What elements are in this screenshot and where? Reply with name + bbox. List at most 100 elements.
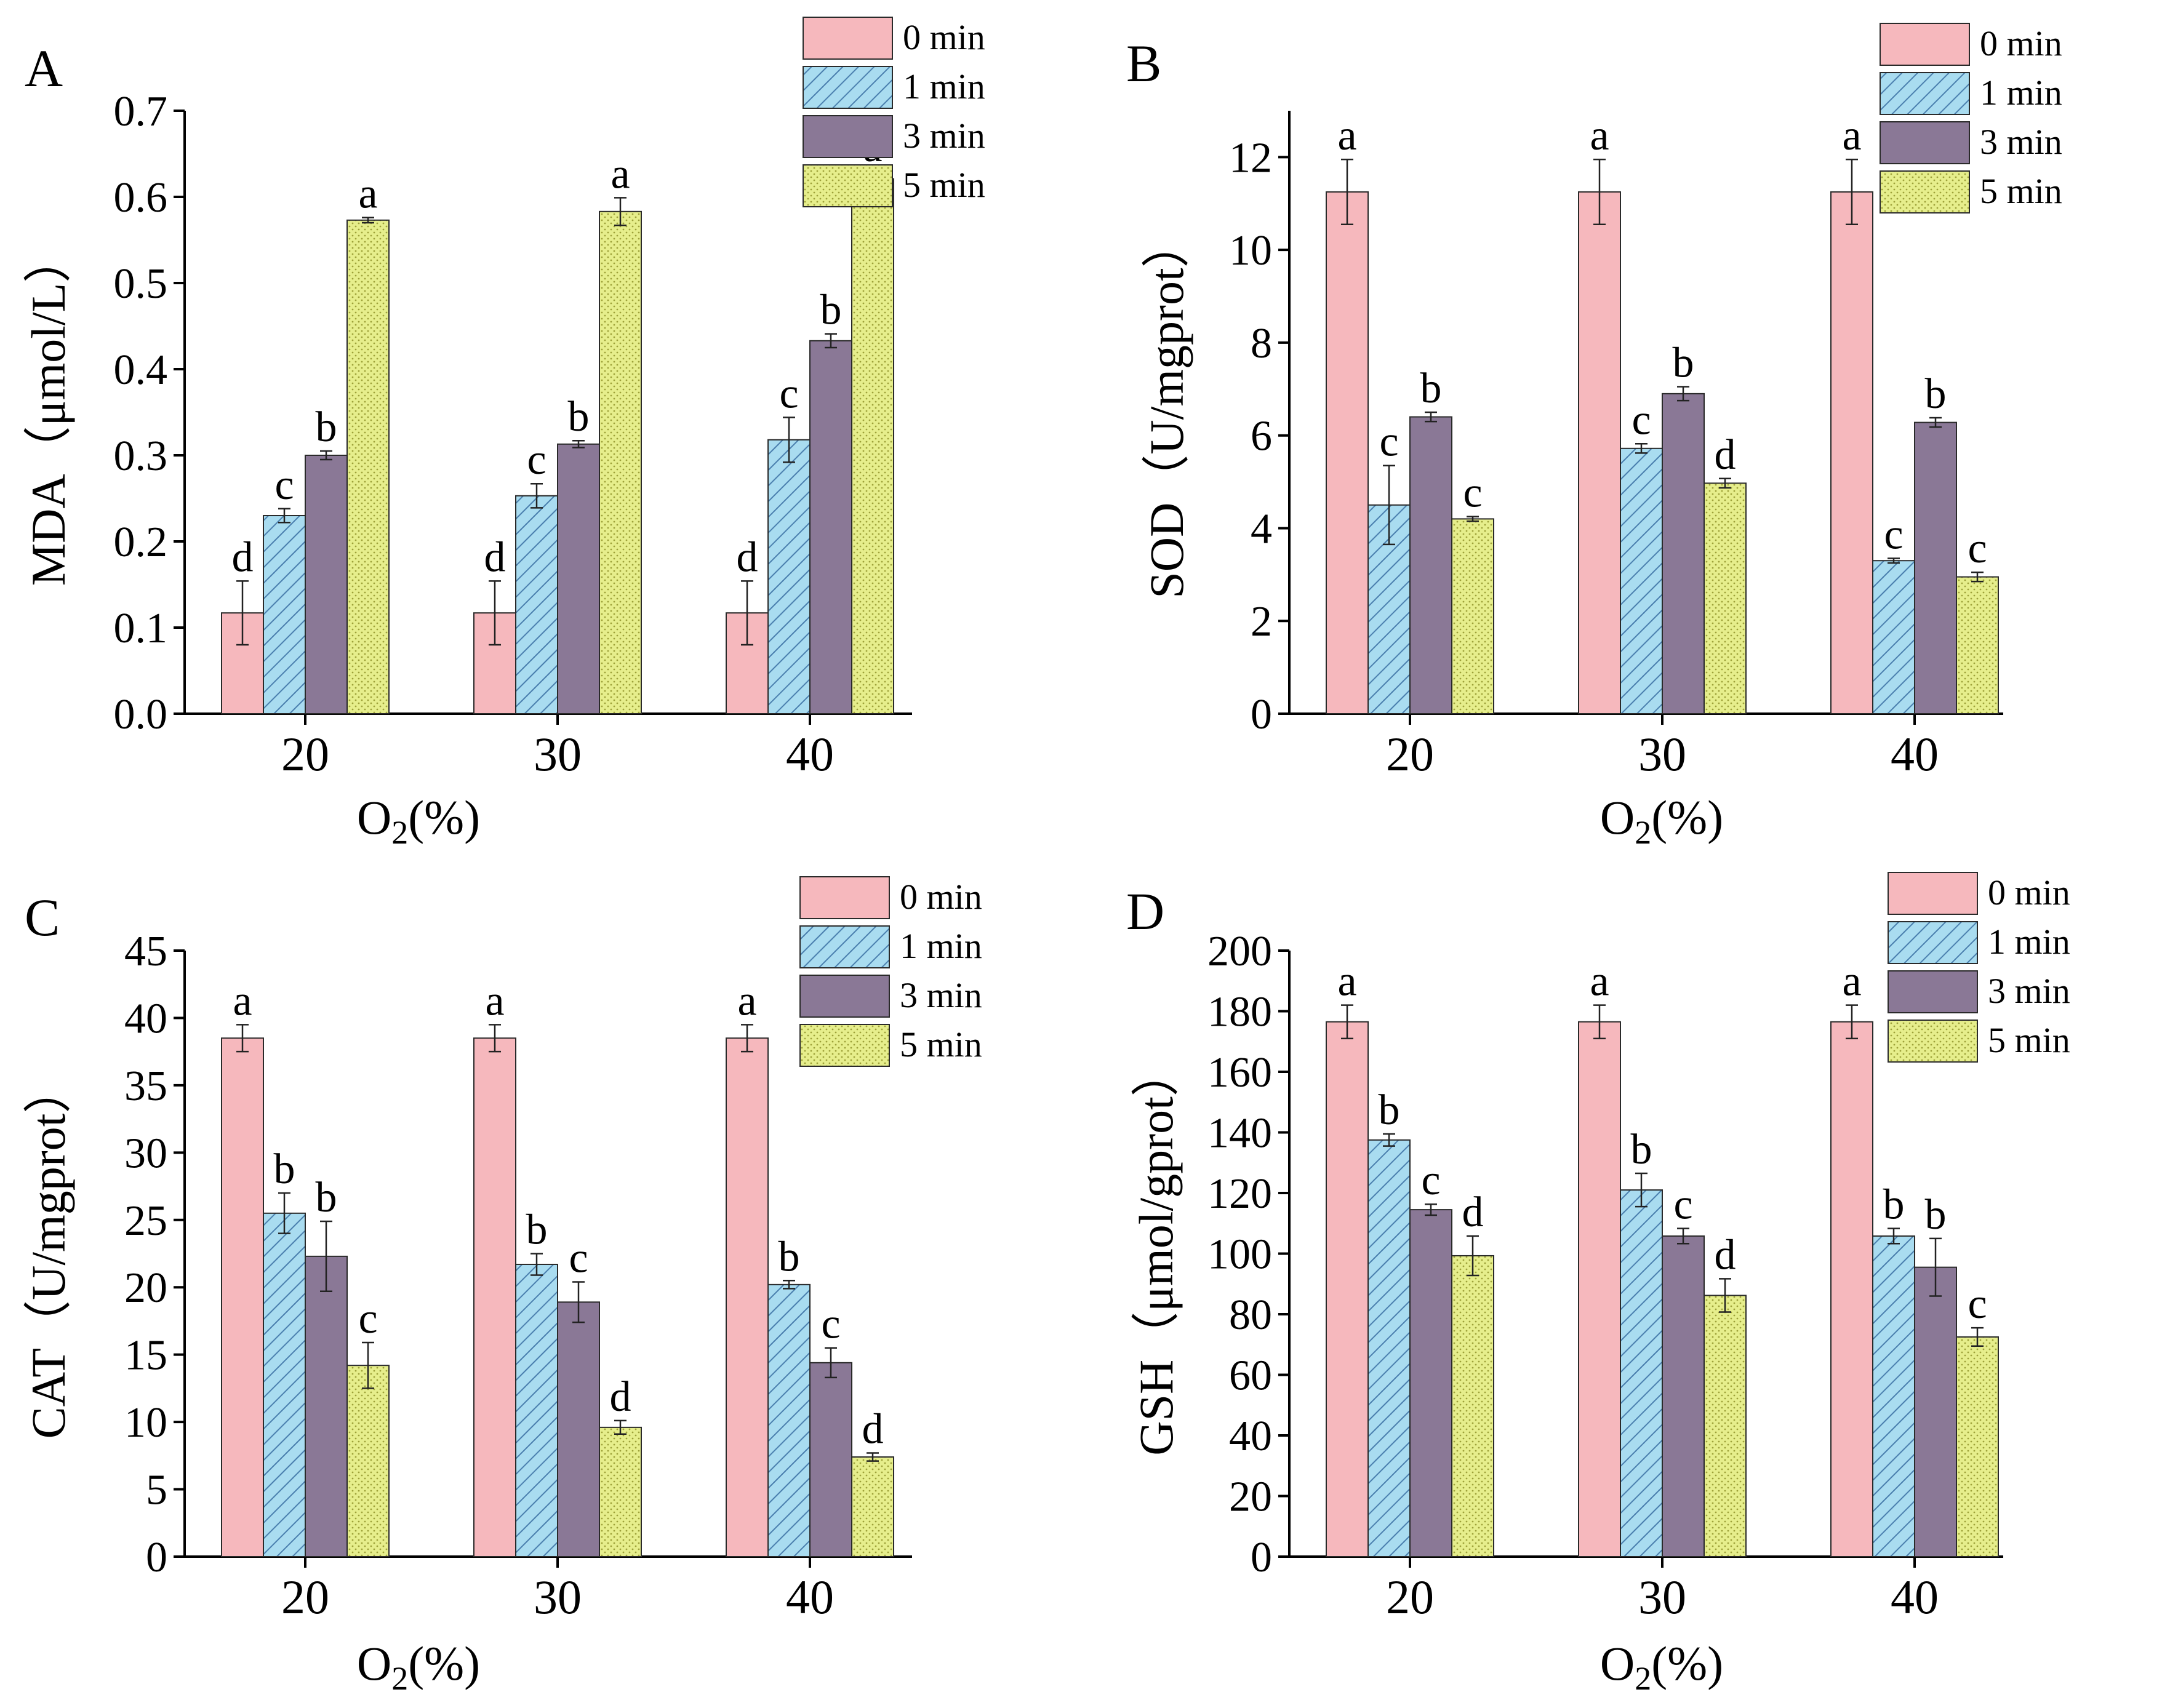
legend-swatch bbox=[799, 925, 890, 968]
error-bar bbox=[572, 1281, 585, 1323]
error-bar bbox=[320, 450, 332, 461]
error-bar bbox=[1383, 465, 1395, 546]
error-bar bbox=[1719, 477, 1731, 489]
y-tick-label: 0.7 bbox=[114, 88, 168, 135]
y-tick-label: 25 bbox=[124, 1197, 167, 1245]
error-bar bbox=[1846, 158, 1858, 225]
y-tick-label: 4 bbox=[1251, 505, 1272, 553]
significance-letter: a bbox=[485, 977, 504, 1024]
bar-3min-40 bbox=[809, 1362, 852, 1558]
legend-swatch bbox=[803, 115, 893, 158]
error-bar bbox=[1888, 557, 1900, 564]
significance-letter: d bbox=[232, 533, 254, 581]
y-axis-label-a: MDA（μmol/L） bbox=[22, 235, 75, 586]
bar-3min-20 bbox=[305, 455, 348, 714]
y-tick-label: 12 bbox=[1229, 134, 1272, 182]
error-bar bbox=[825, 1347, 837, 1379]
error-bar bbox=[489, 1024, 501, 1053]
bar-0min-40 bbox=[1830, 191, 1873, 714]
error-bar bbox=[867, 1452, 879, 1462]
error-bar bbox=[1425, 1203, 1437, 1216]
bar-0min-30 bbox=[1578, 1021, 1621, 1558]
y-tick-label: 10 bbox=[1229, 227, 1272, 274]
y-tick-label: 120 bbox=[1207, 1170, 1272, 1218]
x-tick-label: 20 bbox=[1386, 1570, 1434, 1624]
legend-label: 5 min bbox=[900, 1024, 982, 1064]
bar-5min-20 bbox=[346, 219, 390, 714]
y-tick-label: 40 bbox=[124, 995, 167, 1042]
bar-1min-30 bbox=[515, 1264, 558, 1558]
x-tick-label: 20 bbox=[1386, 727, 1434, 781]
y-tick-label: 20 bbox=[1229, 1474, 1272, 1521]
significance-letter: c bbox=[779, 370, 798, 417]
error-bar bbox=[1341, 158, 1353, 225]
significance-letter: a bbox=[1842, 112, 1861, 159]
legend-label: 1 min bbox=[900, 926, 982, 966]
bar-3min-30 bbox=[1662, 393, 1705, 714]
y-tick-label: 0.5 bbox=[114, 260, 168, 308]
error-bar bbox=[1341, 1004, 1353, 1040]
y-tick-label: 15 bbox=[124, 1332, 167, 1379]
legend-swatch bbox=[1888, 921, 1978, 964]
significance-letter: c bbox=[1379, 418, 1398, 466]
error-bar bbox=[278, 508, 290, 524]
y-tick-label: 2 bbox=[1251, 598, 1272, 645]
bar-0min-20 bbox=[221, 1037, 264, 1558]
significance-letter: a bbox=[611, 150, 630, 198]
legend-swatch bbox=[799, 975, 890, 1018]
significance-letter: c bbox=[527, 436, 546, 484]
legend-swatch bbox=[799, 1024, 890, 1067]
error-bar bbox=[1425, 411, 1437, 423]
error-bar bbox=[1719, 1278, 1731, 1313]
error-bar bbox=[741, 1024, 753, 1053]
significance-letter: c bbox=[1673, 1181, 1692, 1229]
bar-5min-40 bbox=[851, 178, 894, 715]
error-bar bbox=[1888, 1227, 1900, 1245]
significance-letter: d bbox=[1715, 1231, 1736, 1279]
panel-d: D 02040608010012014016018020020abcd30abc… bbox=[1126, 872, 2070, 1697]
y-tick-label: 200 bbox=[1207, 928, 1272, 975]
error-bar bbox=[1971, 571, 1984, 583]
error-bar bbox=[278, 1192, 290, 1234]
bar-3min-30 bbox=[557, 443, 600, 714]
y-axis-label-c: CAT（U/mgprot） bbox=[22, 1066, 75, 1439]
significance-letter: b bbox=[1925, 370, 1947, 418]
y-axis-label-b: SOD（U/mgprot） bbox=[1140, 220, 1193, 598]
bar-5min-30 bbox=[599, 1426, 642, 1558]
error-bar bbox=[741, 580, 753, 646]
y-tick-label: 10 bbox=[124, 1399, 167, 1447]
bar-5min-40 bbox=[851, 1456, 894, 1557]
y-tick-label: 0 bbox=[1251, 691, 1272, 738]
bar-3min-20 bbox=[305, 1255, 348, 1558]
significance-letter: d bbox=[484, 533, 506, 581]
error-bar bbox=[530, 482, 543, 509]
bar-1min-20 bbox=[263, 515, 306, 714]
legend-label: 5 min bbox=[1980, 171, 2062, 211]
significance-letter: c bbox=[1884, 511, 1903, 558]
legend-swatch bbox=[1880, 170, 1970, 214]
error-bar bbox=[1635, 443, 1648, 454]
significance-letter: d bbox=[862, 1405, 884, 1453]
significance-letter: a bbox=[1842, 958, 1861, 1005]
x-axis-label-a: O2(%) bbox=[357, 791, 480, 851]
legend-swatch bbox=[1880, 121, 1970, 164]
legend-label: 1 min bbox=[1988, 922, 2070, 962]
x-tick-label: 30 bbox=[1638, 1570, 1686, 1624]
legend-label: 0 min bbox=[1980, 23, 2062, 63]
x-tick-label: 40 bbox=[1891, 727, 1939, 781]
significance-letter: c bbox=[821, 1301, 840, 1348]
bar-1min-40 bbox=[1872, 560, 1915, 714]
legend-swatch bbox=[799, 876, 890, 919]
legend-swatch bbox=[1888, 970, 1978, 1013]
error-bar bbox=[362, 217, 374, 224]
bar-1min-40 bbox=[1872, 1235, 1915, 1558]
significance-letter: c bbox=[1968, 525, 1987, 572]
bar-0min-30 bbox=[473, 1037, 516, 1558]
error-bar bbox=[1467, 1235, 1479, 1277]
error-bar bbox=[572, 439, 585, 449]
legend-c: 0 min 1 min 3 min 5 min bbox=[799, 876, 982, 1067]
significance-letter: c bbox=[274, 461, 294, 509]
legend-label: 3 min bbox=[900, 975, 982, 1015]
bar-0min-20 bbox=[1326, 1021, 1369, 1558]
